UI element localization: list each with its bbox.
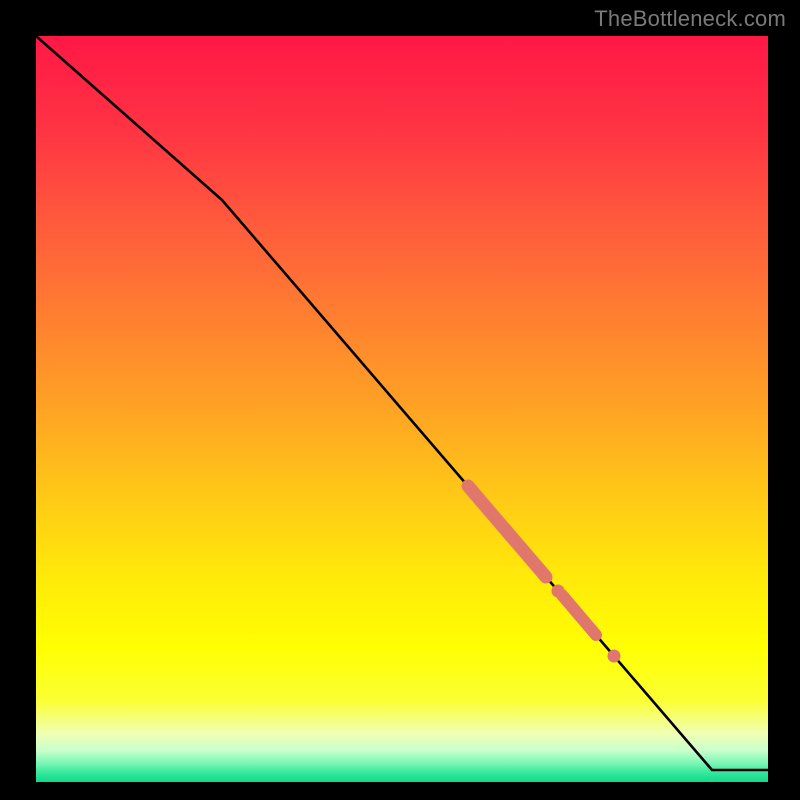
chart-frame: TheBottleneck.com — [0, 0, 800, 800]
gradient-plot — [36, 36, 768, 782]
watermark-label: TheBottleneck.com — [594, 6, 786, 32]
